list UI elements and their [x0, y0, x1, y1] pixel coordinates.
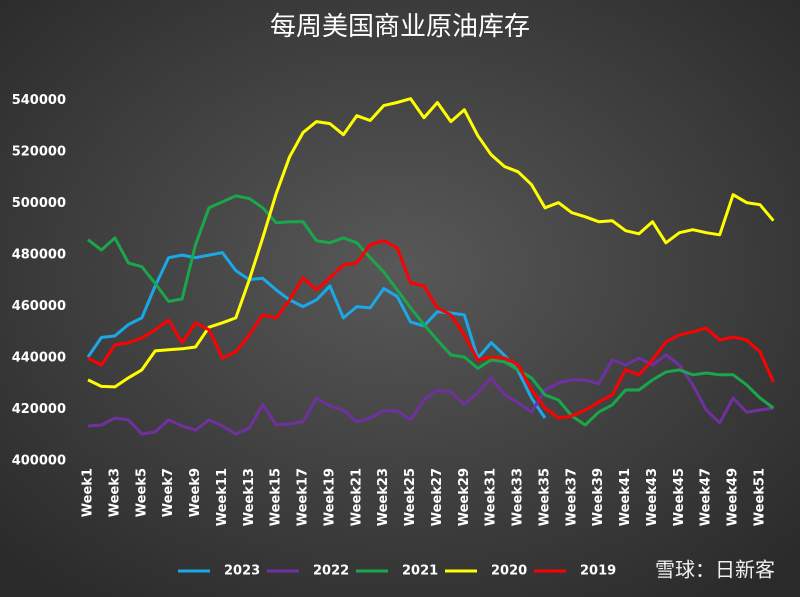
x-tick-label: Week39 — [591, 468, 606, 526]
legend-label: 2023 — [224, 564, 260, 579]
x-tick-label: Week43 — [645, 468, 660, 526]
x-tick-label: Week41 — [618, 468, 633, 526]
x-tick-label: Week23 — [376, 468, 391, 526]
x-tick-label: Week11 — [215, 468, 230, 526]
x-tick-label: Week31 — [484, 468, 499, 526]
y-tick-label: 480000 — [12, 248, 66, 263]
x-tick-label: Week49 — [726, 468, 741, 526]
y-tick-label: 520000 — [12, 145, 66, 160]
x-tick-label: Week47 — [699, 468, 714, 526]
x-tick-label: Week51 — [753, 468, 768, 526]
x-tick-label: Week37 — [564, 468, 579, 526]
chart-title: 每周美国商业原油库存 — [270, 12, 530, 42]
x-tick-label: Week7 — [161, 468, 176, 517]
x-tick-label: Week33 — [511, 468, 526, 526]
series-line — [87, 239, 775, 420]
x-tick-label: Week27 — [430, 468, 445, 526]
x-tick-label: Week35 — [537, 468, 552, 526]
y-tick-label: 500000 — [12, 196, 66, 211]
legend-label: 2019 — [580, 564, 616, 579]
x-tick-label: Week17 — [296, 468, 311, 526]
legend-label: 2021 — [402, 564, 438, 579]
x-tick-label: Week9 — [188, 468, 203, 517]
legend-label: 2020 — [491, 564, 527, 579]
series-line — [87, 353, 774, 436]
x-tick-label: Week25 — [403, 468, 418, 526]
watermark: 雪球：日新客 — [655, 558, 775, 582]
series-line — [87, 194, 775, 427]
y-tick-label: 420000 — [12, 402, 66, 417]
y-tick-label: 460000 — [12, 299, 66, 314]
x-tick-label: Week45 — [672, 468, 687, 526]
x-tick-label: Week1 — [81, 468, 96, 517]
x-tick-label: Week5 — [134, 468, 149, 517]
y-tick-label: 400000 — [12, 454, 66, 469]
series-line — [86, 251, 547, 419]
y-tick-label: 440000 — [12, 351, 66, 366]
x-tick-label: Week19 — [322, 468, 337, 526]
x-tick-label: Week29 — [457, 468, 472, 526]
series-line — [87, 97, 775, 389]
x-tick-label: Week21 — [349, 468, 364, 526]
x-tick-label: Week13 — [242, 468, 257, 526]
y-tick-label: 540000 — [12, 93, 66, 108]
x-tick-label: Week15 — [269, 468, 284, 526]
legend-label: 2022 — [313, 564, 349, 579]
x-tick-label: Week3 — [107, 468, 122, 517]
